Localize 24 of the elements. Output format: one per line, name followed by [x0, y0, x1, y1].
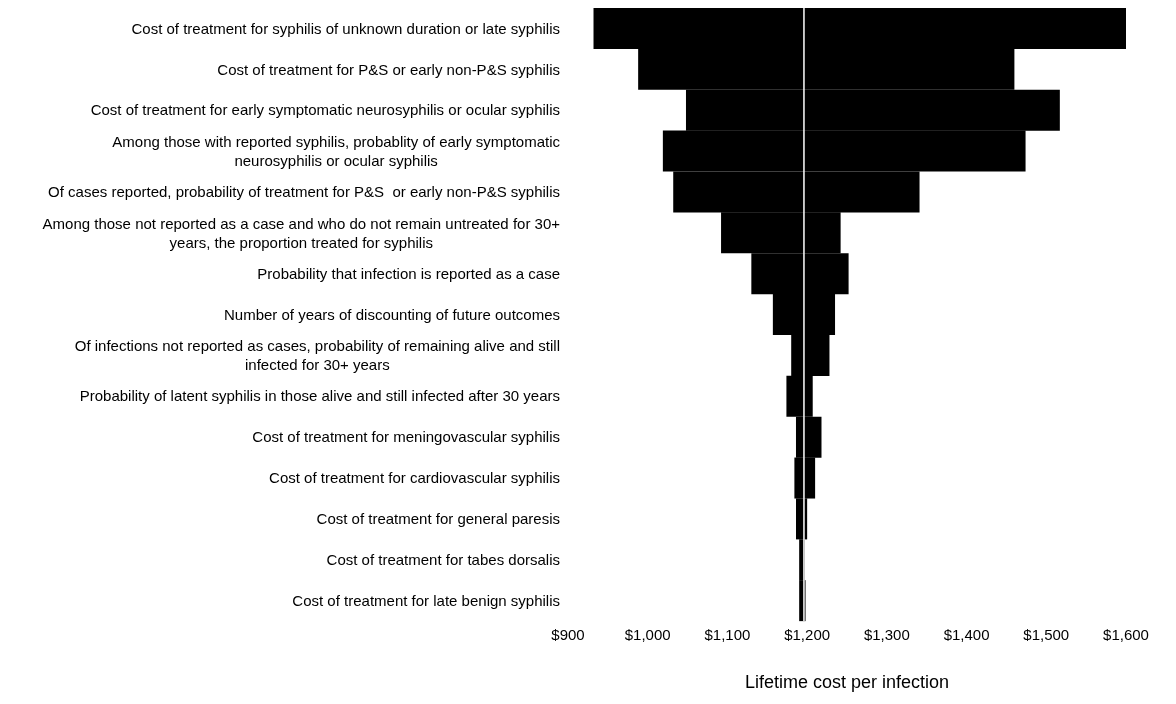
x-tick-label: $1,400	[943, 625, 990, 643]
x-tick-label: $900	[551, 625, 585, 643]
y-tick-label: Cost of treatment for meningovascular syphilis	[252, 428, 560, 446]
y-tick-label: Cost of treatment for late benign syphilis	[292, 591, 560, 609]
x-tick-label: $1,500	[1023, 625, 1070, 643]
y-tick-label: Among those with reported syphilis, probablity of early symptomatic neurosyphilis or ocular syphilis	[112, 132, 561, 169]
y-tick-label: Cost of treatment for general paresis	[316, 510, 560, 528]
x-tick-label: $1,600	[1103, 625, 1149, 643]
y-tick-label: Cost of treatment for P&S or early non-P&S syphilis	[217, 60, 560, 78]
y-tick-label: Cost of treatment for early symptomatic neurosyphilis or ocular syphilis	[90, 101, 560, 119]
y-tick-label: Probability of latent syphilis in those alive and still infected after 30 years	[79, 387, 560, 405]
y-tick-label: Probability that infection is reported as a case	[257, 264, 560, 282]
y-tick-label: Among those not reported as a case and who do not remain untreated for 30+ years, the proportion treated for syphilis	[42, 214, 561, 251]
y-tick-label: Number of years of discounting of future outcomes	[223, 305, 560, 323]
x-tick-label: $1,100	[704, 625, 751, 643]
y-tick-label: Of cases reported, probability of treatment for P&S or early non-P&S syphilis	[48, 183, 560, 201]
x-tick-label: $1,000	[624, 625, 671, 643]
y-tick-label: Of infections not reported as cases, probability of remaining alive and still infected for 30+ years	[74, 337, 560, 374]
y-tick-label: Cost of treatment for tabes dorsalis	[326, 550, 560, 568]
y-tick-label: Cost of treatment for cardiovascular syphilis	[269, 469, 560, 487]
x-tick-label: $1,200	[784, 625, 831, 643]
x-tick-label: $1,300	[863, 625, 910, 643]
y-tick-label: Cost of treatment for syphilis of unknown duration or late syphilis	[131, 19, 560, 37]
x-axis-title: Lifetime cost per infection	[744, 672, 950, 692]
